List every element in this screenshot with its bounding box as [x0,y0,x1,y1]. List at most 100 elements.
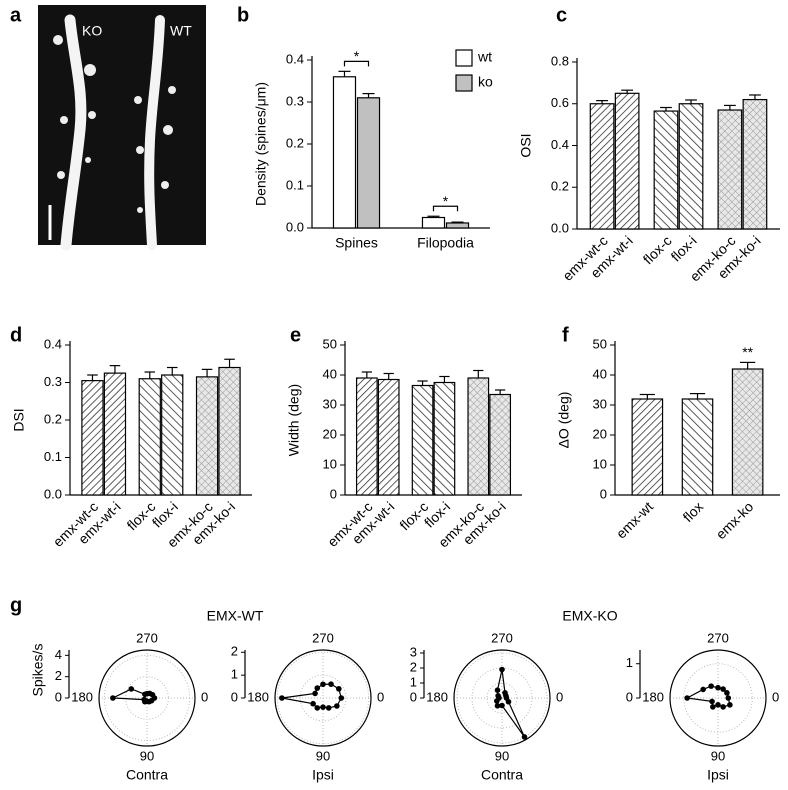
image-label: KO [82,23,102,39]
theta-tick-label: 90 [316,748,330,763]
ring [486,682,518,714]
bar [138,378,161,496]
bar [731,368,764,496]
bar [356,97,381,229]
theta-tick-label: 180 [642,689,664,704]
panel-letter: b [237,4,249,26]
theta-tick-label: 0 [772,689,779,704]
annotation: ** [742,344,753,360]
r-tick-label: 1 [626,655,633,670]
panel-letter: e [290,324,301,346]
r-tick-label: 0 [55,689,62,704]
annotation: * [354,48,360,64]
point [505,698,512,705]
dendrite [60,14,87,251]
point [494,687,501,694]
point [725,695,732,701]
y-tick-label: 20 [593,426,607,441]
y-axis-label: OSI [518,133,534,157]
point [727,702,733,708]
panel-letter: a [10,4,22,26]
x-tick-label: flox [680,498,707,525]
ring [683,663,753,733]
polar-label: Ipsi [312,767,334,783]
theta-tick-label: 270 [707,630,729,645]
point [499,666,505,673]
bar [614,92,640,230]
y-tick-label: 0.3 [44,374,62,389]
y-axis-label: Density (spines/μm) [253,82,269,206]
point [314,705,321,711]
point [128,686,135,692]
y-tick-label: 0 [600,486,607,501]
bar [218,366,241,496]
y-axis-label: ΔO (deg) [556,392,572,449]
theta-tick-label: 180 [426,689,448,704]
significance-bracket [432,205,459,212]
bar [653,110,679,230]
point [700,686,706,693]
y-tick-label: 30 [593,396,607,411]
point [724,690,730,696]
x-tick-label: flox-c [640,232,675,267]
y-tick-label: 40 [593,366,607,381]
legend-label: wt [477,49,492,65]
point [336,686,342,692]
point [709,698,715,705]
point [720,686,726,692]
theta-tick-label: 90 [140,748,154,763]
r-tick-label: 0 [231,689,238,704]
y-tick-label: 0.3 [286,93,304,108]
y-tick-label: 0.2 [551,179,569,194]
point [320,704,326,710]
x-tick-label: emx-ko [713,498,757,542]
bar [355,377,378,496]
theta-tick-label: 90 [495,748,509,763]
point [715,702,721,708]
bar [81,380,104,496]
bar [489,393,512,496]
y-tick-label: 0.4 [286,51,304,66]
y-axis-label: Width (deg) [286,384,302,456]
point [710,704,716,710]
outer-ring [98,649,196,747]
point [328,681,334,687]
y-tick-label: 0.0 [551,220,569,235]
y-tick-label: 0.1 [44,449,62,464]
r-tick-label: 2 [410,659,417,674]
r-tick-label: 2 [55,668,62,683]
bar [421,216,446,229]
panel-letter: f [562,324,569,346]
legend-swatch [455,49,473,67]
annotation: * [443,193,449,209]
point [503,692,509,699]
theta-tick-label: 270 [491,630,513,645]
y-axis-label: DSI [11,408,27,431]
bar [631,398,664,496]
significance-bracket [343,60,370,67]
r-tick-label: 0 [626,689,633,704]
bar [433,381,456,496]
y-tick-label: 10 [593,456,607,471]
point [314,685,321,691]
point [325,705,332,711]
point [279,695,285,701]
bar [681,398,714,496]
point [320,681,326,688]
y-tick-label: 10 [323,456,337,471]
outer-ring [274,649,372,747]
y-tick-label: 0.0 [44,486,62,501]
bar [377,378,400,496]
r-tick-label: 0 [410,689,417,704]
polar-title: EMX-KO [562,608,617,624]
panel-letter: c [556,4,567,26]
bar [678,103,704,230]
image-label: WT [170,23,192,39]
y-tick-label: 0.4 [44,336,62,351]
y-tick-label: 0.6 [551,95,569,110]
y-tick-label: 20 [323,426,337,441]
ring [125,676,169,720]
y-tick-label: 50 [593,336,607,351]
theta-tick-label: 270 [312,630,334,645]
x-tick-label: Filopodia [417,235,474,251]
